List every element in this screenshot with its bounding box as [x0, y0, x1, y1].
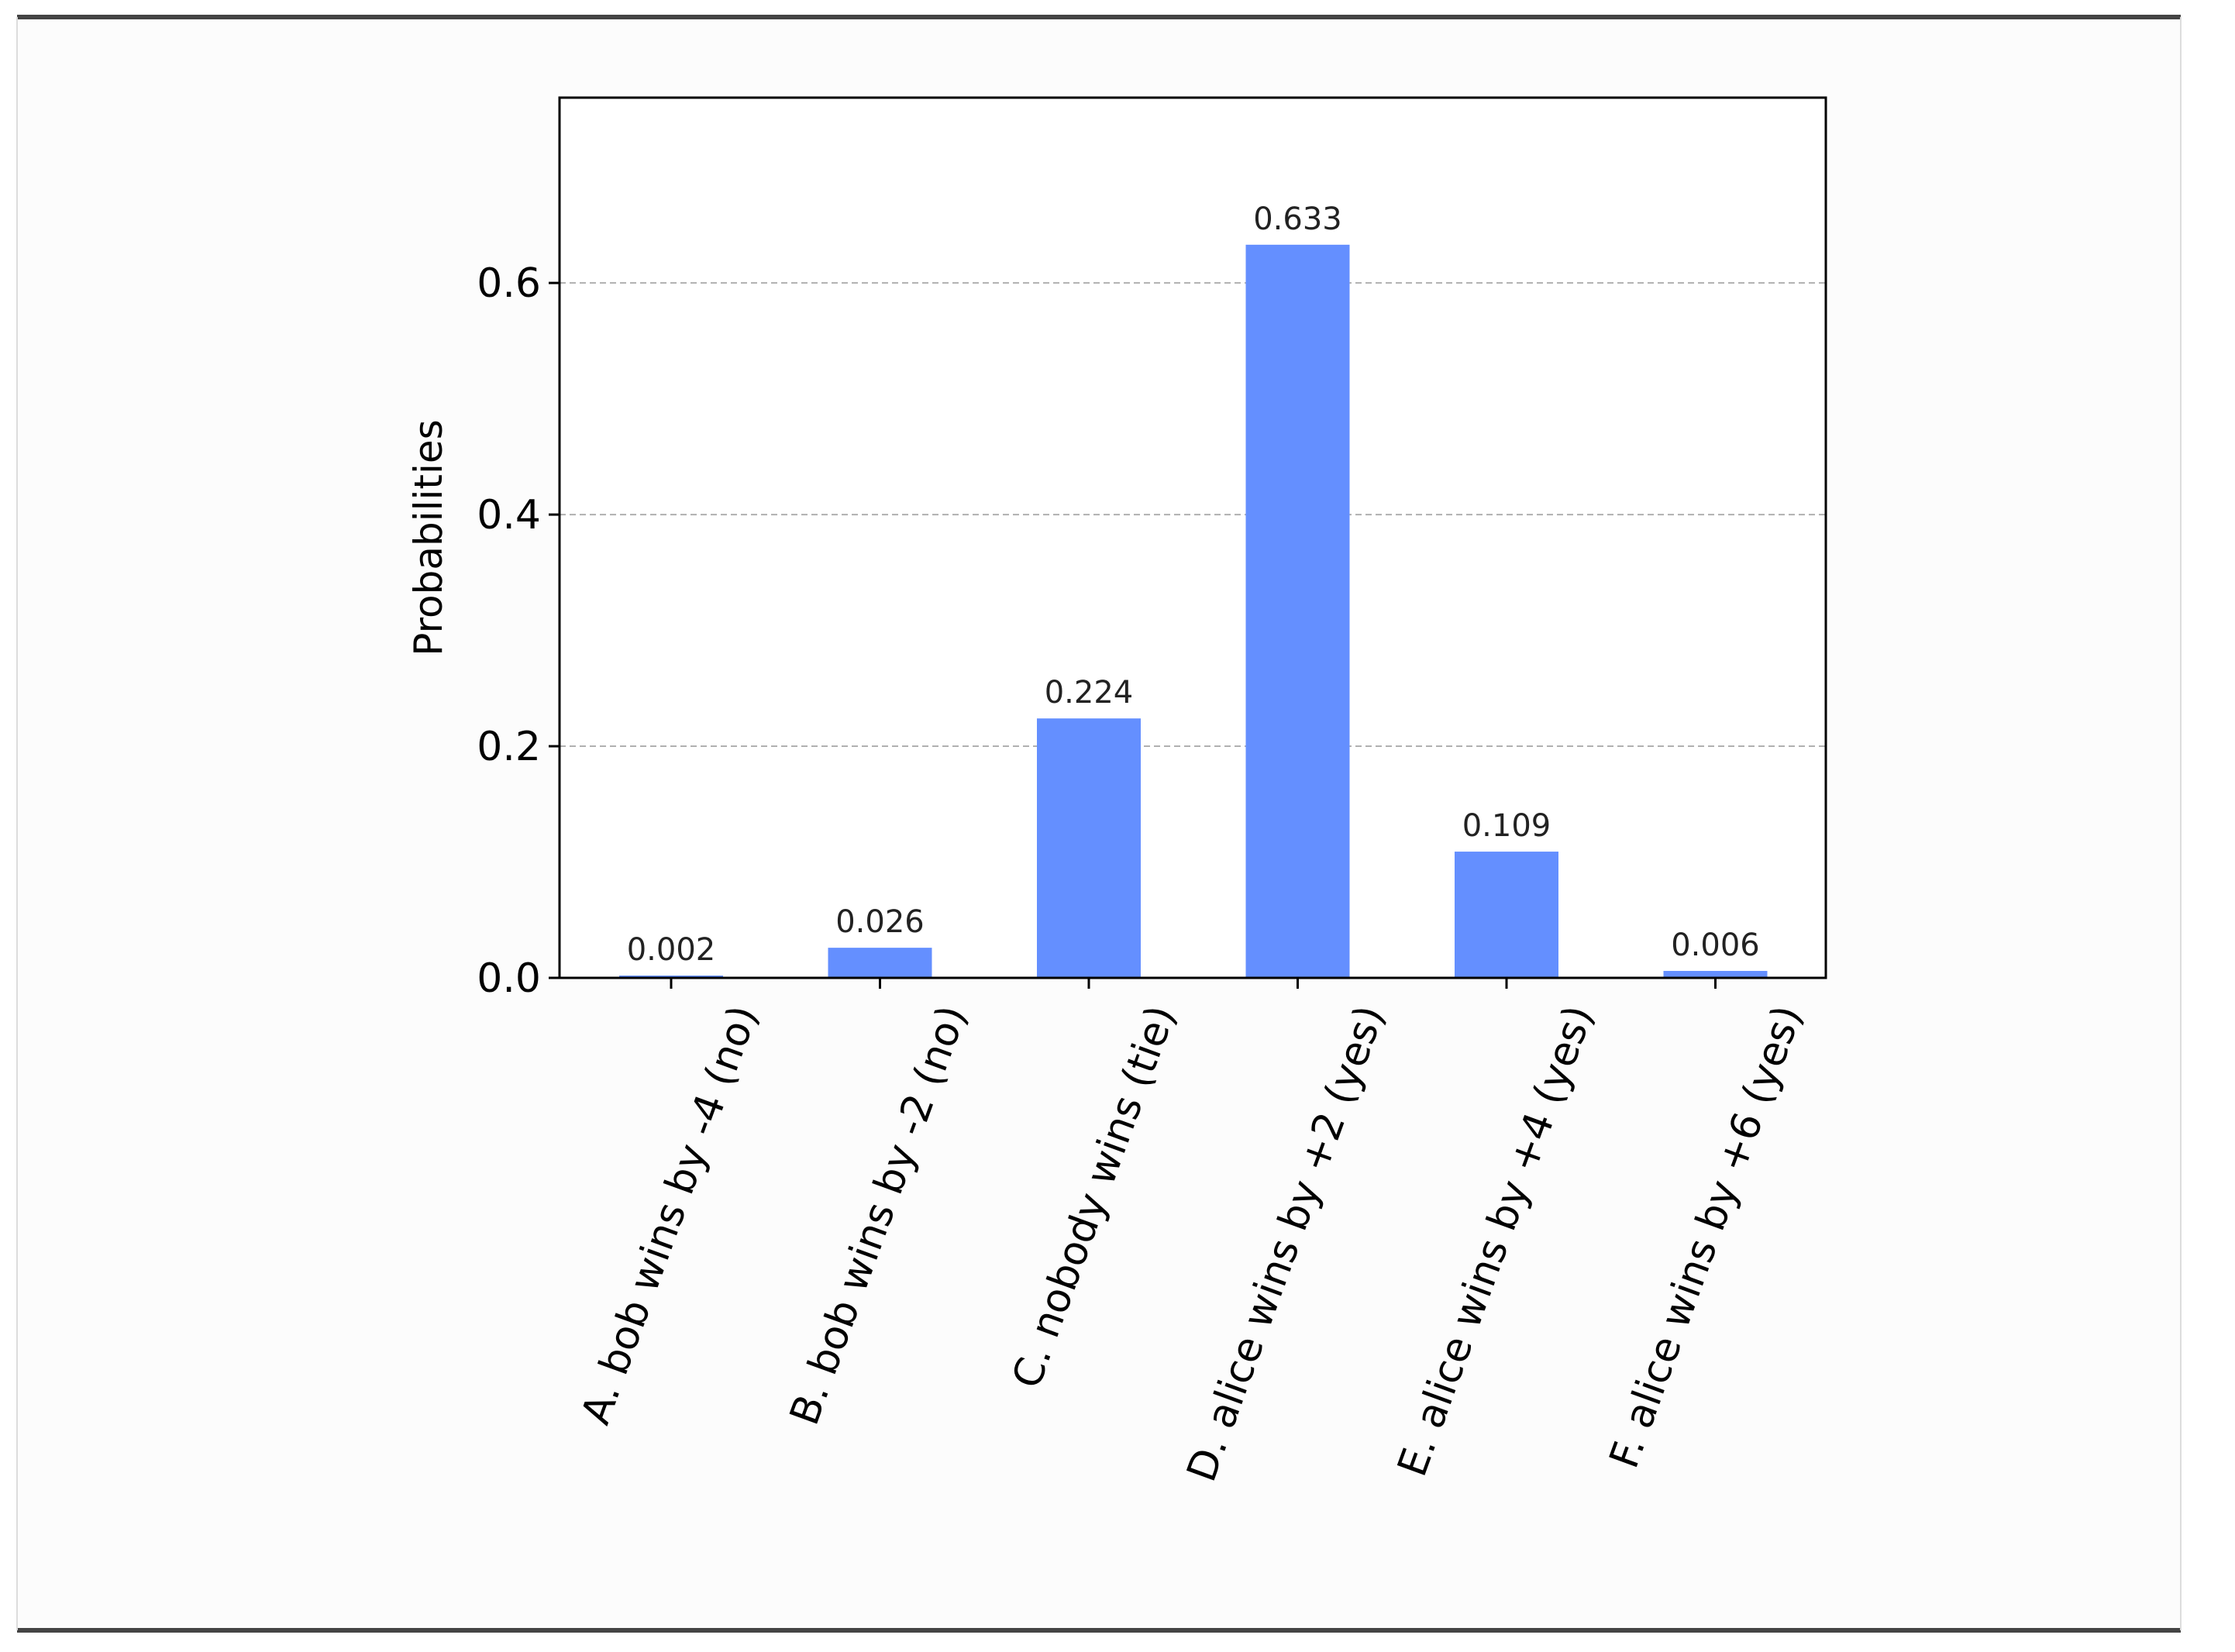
bar [828, 948, 932, 978]
y-tick-label: 0.4 [477, 492, 541, 539]
bar-value-label: 0.006 [1671, 928, 1760, 963]
data-labels: 0.002 0.026 0.224 0.633 0.109 0.006 [627, 201, 1760, 968]
bar [1245, 244, 1350, 979]
bar [1663, 971, 1768, 978]
plot-border [558, 96, 1827, 979]
y-tick-label: 0.2 [477, 724, 541, 770]
bar-value-label: 0.224 [1045, 675, 1134, 711]
bar [1037, 718, 1141, 978]
y-axis-label: Probabilities [406, 419, 451, 656]
bar [1455, 852, 1558, 978]
y-axis-ticks: 0.0 0.2 0.4 0.6 [477, 260, 560, 1002]
bars [619, 244, 1768, 979]
bar-value-label: 0.026 [835, 904, 925, 940]
y-tick-label: 0.0 [477, 955, 541, 1002]
plot-background [560, 98, 1826, 978]
y-tick-label: 0.6 [477, 260, 541, 307]
bar-value-label: 0.109 [1462, 808, 1551, 844]
bar-value-label: 0.633 [1253, 201, 1342, 237]
bar-value-label: 0.002 [627, 932, 716, 968]
